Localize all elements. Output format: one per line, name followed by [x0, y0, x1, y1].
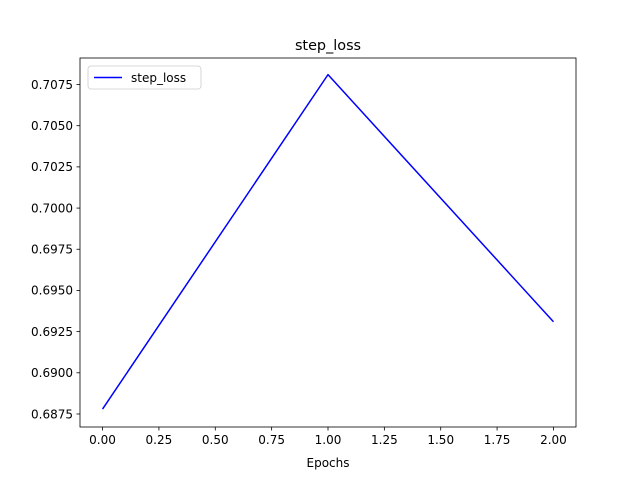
x-axis-label: Epochs [307, 456, 350, 470]
x-tick-label: 1.25 [371, 433, 398, 447]
x-axis: 0.00 0.25 0.50 0.75 1.00 1.25 1.50 1.75 2.00 [89, 427, 567, 447]
x-tick-label: 1.75 [484, 433, 511, 447]
x-tick-label: 0.00 [89, 433, 116, 447]
y-tick-label: 0.6975 [31, 243, 73, 257]
x-tick-label: 1.50 [427, 433, 454, 447]
legend-label: step_loss [131, 71, 186, 85]
legend: step_loss [87, 65, 202, 90]
y-tick-label: 0.6925 [31, 325, 73, 339]
y-tick-label: 0.7000 [31, 201, 73, 215]
y-tick-label: 0.6900 [31, 366, 73, 380]
chart-title: step_loss [295, 38, 361, 54]
y-tick-label: 0.6950 [31, 284, 73, 298]
x-tick-label: 0.75 [258, 433, 285, 447]
y-tick-label: 0.7075 [31, 78, 73, 92]
series-layer [101, 73, 555, 410]
y-tick-label: 0.6875 [31, 407, 73, 421]
plot-area [79, 57, 577, 428]
x-tick-label: 1.00 [315, 433, 342, 447]
x-tick-label: 2.00 [540, 433, 567, 447]
plot-frame [79, 57, 577, 428]
y-tick-label: 0.7025 [31, 160, 73, 174]
x-tick-label: 0.25 [146, 433, 173, 447]
y-tick-label: 0.7050 [31, 119, 73, 133]
y-axis: 0.6875 0.6900 0.6925 0.6950 0.6975 0.7000 0.70… [31, 78, 80, 421]
series-line-step-loss [101, 73, 555, 410]
legend-box [87, 65, 202, 90]
x-tick-label: 0.50 [202, 433, 229, 447]
